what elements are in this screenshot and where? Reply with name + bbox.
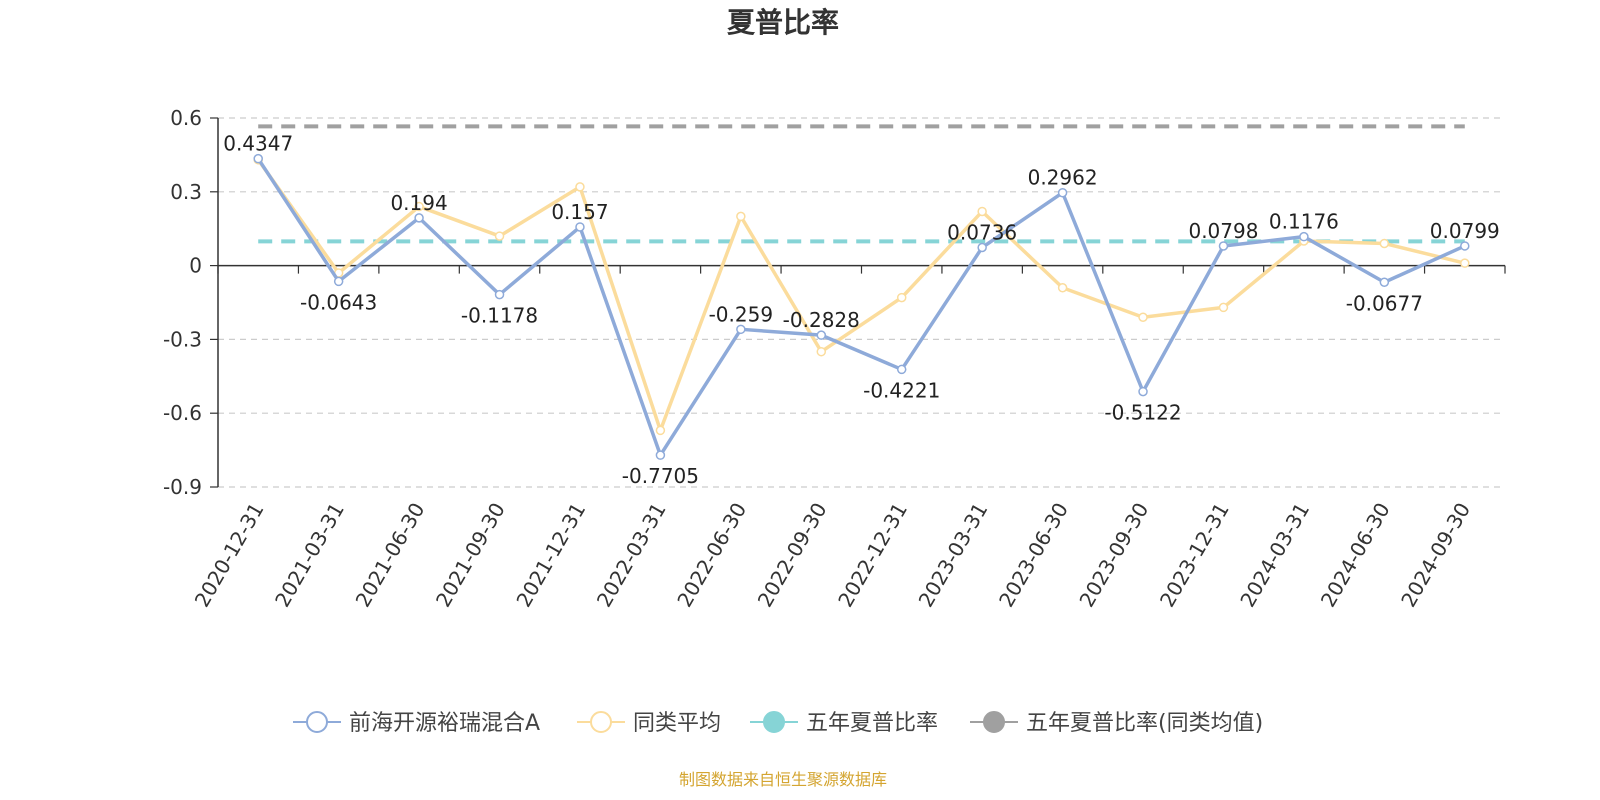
y-tick-label: -0.3 [163,327,202,351]
x-tick-label: 2020-12-31 [190,499,269,612]
y-tick-label: 0 [189,254,202,278]
x-tick-label: 2021-06-30 [351,499,430,612]
x-tick-label: 2024-03-31 [1235,499,1314,612]
data-point [494,289,505,300]
data-point [414,201,424,212]
data-label: -0.0643 [300,290,377,314]
data-label: -0.1178 [461,304,538,328]
series-lines [253,153,1470,460]
data-point [1218,302,1229,313]
x-tick-label: 2023-09-30 [1074,499,1153,612]
x-tick-label: 2022-12-31 [833,499,912,612]
data-point [575,182,585,192]
x-tick-label: 2024-06-30 [1316,499,1395,612]
legend-label: 同类平均 [633,711,721,736]
y-tick-label: -0.9 [163,475,202,499]
reference-lines [258,124,1465,244]
data-label: 0.0736 [947,220,1017,244]
y-tick-label: -0.6 [163,401,202,425]
data-label: -0.0677 [1346,291,1423,315]
x-tick-label: 2023-03-31 [914,499,993,612]
data-label: 0.1176 [1269,210,1339,234]
data-point [1138,386,1148,397]
x-tick-label: 2023-12-31 [1155,499,1234,612]
legend-marker [306,711,328,733]
legend-marker [763,711,785,733]
data-label: 0.2962 [1028,166,1098,190]
data-label: -0.259 [709,302,773,326]
legend-marker [983,711,1005,733]
legend: 前海开源裕瑞混合A 同类平均 五年夏普比率 五年夏普比率(同类均值) [293,711,1263,736]
data-point [1057,282,1068,293]
data-label: 0.4347 [223,132,293,156]
data-point [977,242,987,253]
chart-title: 夏普比率 [727,6,839,39]
data-label: -0.4221 [863,378,940,402]
source-note: 制图数据来自恒生聚源数据库 [679,770,887,789]
x-tick-label: 2021-09-30 [431,499,510,612]
x-tick-label: 2022-03-31 [592,499,671,612]
data-point [736,324,746,335]
data-point [1057,187,1068,198]
data-label: 0.157 [551,200,608,224]
data-label: -0.2828 [783,308,860,332]
data-point [736,211,746,222]
data-label: -0.7705 [622,464,699,488]
x-tick-label: 2021-12-31 [511,499,590,612]
data-point [1460,241,1470,251]
data-point [1379,238,1390,249]
x-tick-label: 2022-09-30 [753,499,832,612]
legend-label: 前海开源裕瑞混合A [349,711,540,736]
x-tick-label: 2024-09-30 [1396,499,1475,612]
data-point [1218,241,1229,251]
y-tick-label: 0.3 [170,180,202,204]
data-point [253,153,263,164]
series-line [256,158,1466,433]
y-tick-label: 0.6 [170,106,202,130]
data-point [816,330,827,340]
data-point [1379,277,1390,288]
data-point [1299,231,1309,242]
data-label: -0.5122 [1104,401,1181,425]
data-point [414,213,424,223]
grid-lines [218,117,1505,488]
data-labels: 0.4347 -0.0643 0.194 -0.1178 0.157 -0.7705 -0.… [223,132,1500,488]
data-label: 0.0798 [1188,219,1258,243]
data-point [896,292,907,303]
legend-marker [590,711,612,733]
x-tick-label: 2022-06-30 [672,499,751,612]
data-label: 0.194 [390,191,447,215]
data-point [655,425,666,436]
data-point [494,231,505,241]
legend-label: 五年夏普比率(同类均值) [1026,711,1263,736]
data-point [816,346,827,357]
data-point [333,276,344,287]
data-point [896,364,907,375]
series-line [256,157,1466,457]
data-point [655,450,666,460]
legend-label: 五年夏普比率 [806,711,938,736]
data-point [1460,258,1470,268]
x-tick-label: 2021-03-31 [270,499,349,612]
data-point [977,206,987,217]
data-point [575,222,585,232]
data-point [1138,312,1148,323]
x-tick-label: 2023-06-30 [994,499,1073,612]
data-label: 0.0799 [1430,219,1500,243]
